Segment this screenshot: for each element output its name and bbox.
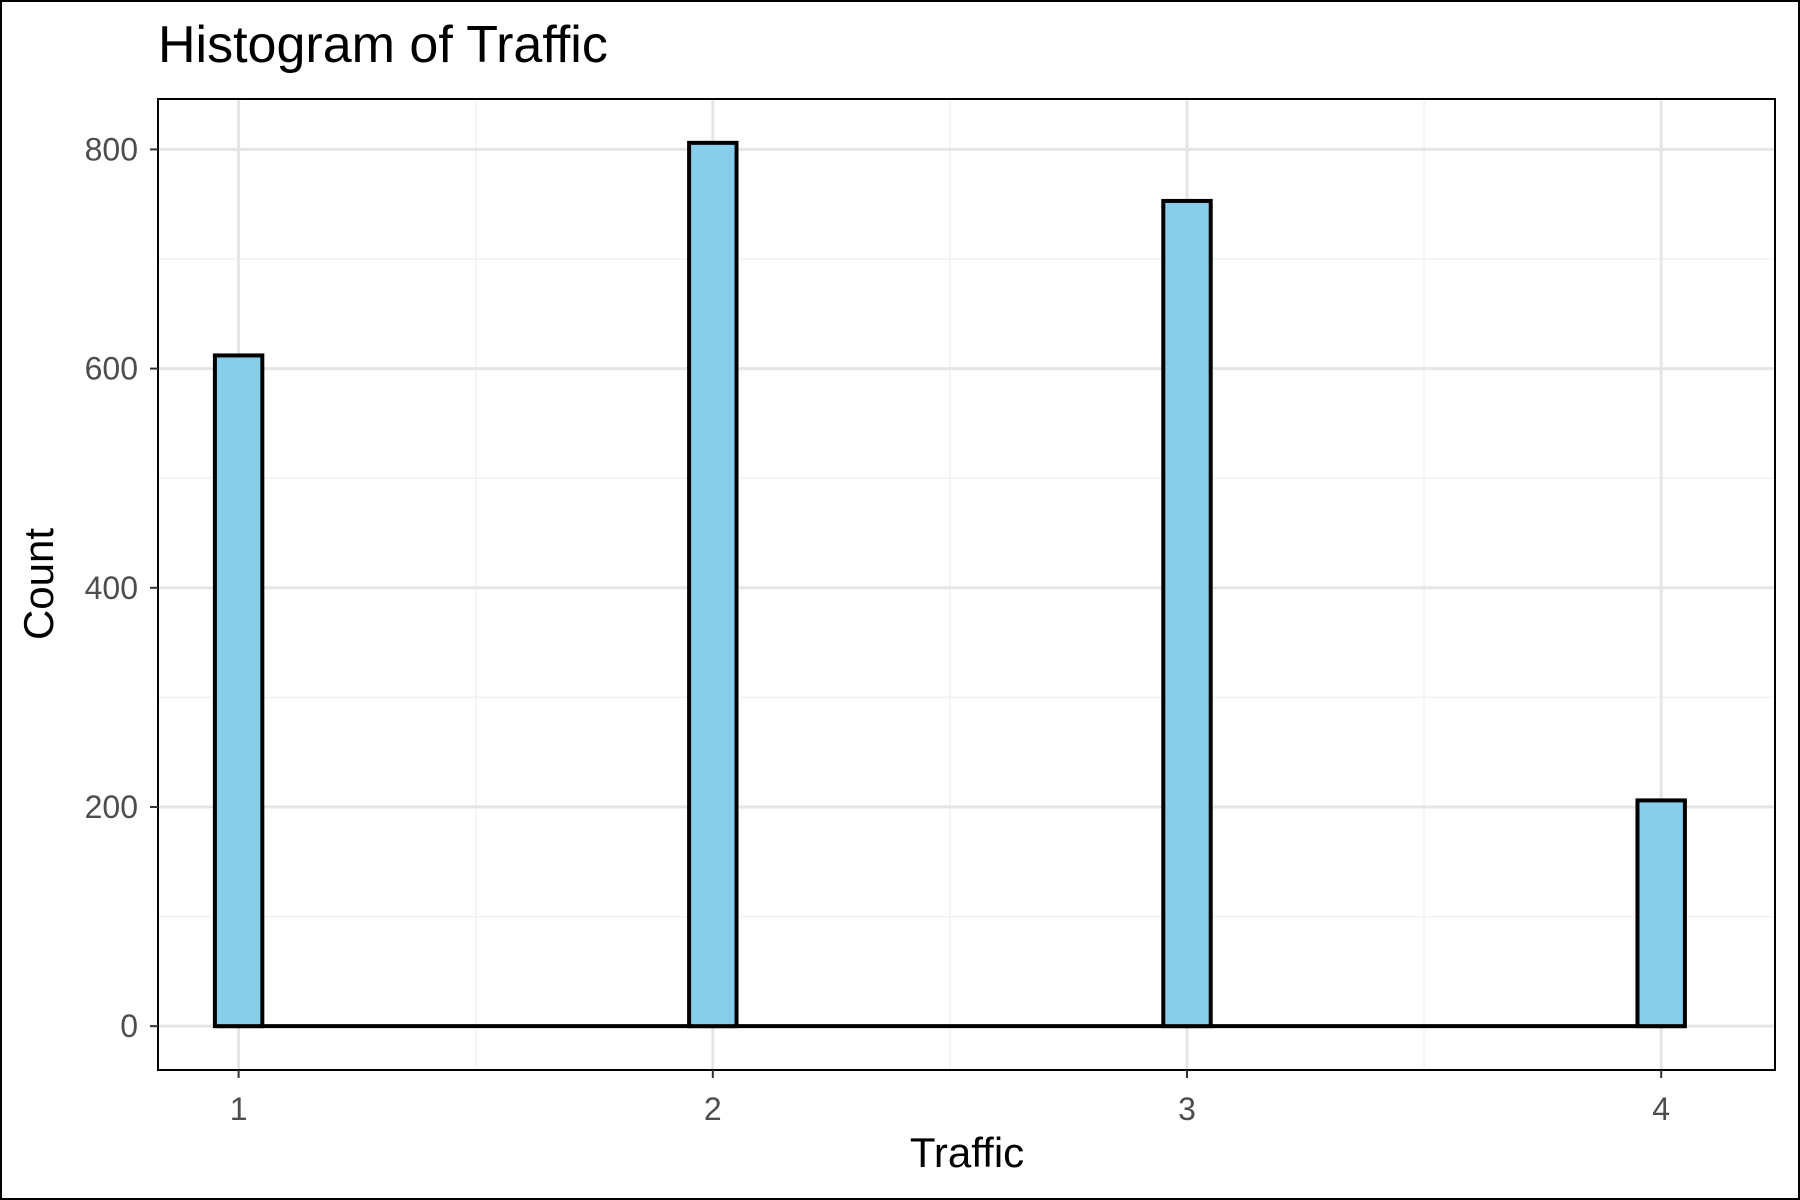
y-axis-title: Count bbox=[15, 528, 62, 640]
x-axis-title: Traffic bbox=[910, 1129, 1024, 1176]
y-tick-label: 0 bbox=[120, 1008, 138, 1044]
x-axis: 1 2 3 4 bbox=[230, 1070, 1670, 1127]
bars bbox=[212, 140, 1687, 1029]
y-tick-label: 600 bbox=[85, 351, 138, 387]
histogram-bar-4 bbox=[1635, 798, 1687, 1029]
panel-border bbox=[157, 98, 1776, 1071]
histogram-bar-3 bbox=[1161, 198, 1213, 1029]
histogram-bar-1 bbox=[212, 353, 265, 1029]
x-tick-label: 1 bbox=[230, 1091, 248, 1127]
y-axis: 0 200 400 600 800 bbox=[85, 131, 158, 1044]
plot-panel bbox=[157, 98, 1776, 1071]
x-tick-label: 4 bbox=[1652, 1091, 1670, 1127]
y-tick-label: 200 bbox=[85, 789, 138, 825]
y-tick-label: 400 bbox=[85, 570, 138, 606]
x-tick-label: 3 bbox=[1178, 1091, 1196, 1127]
histogram-bar-2 bbox=[687, 140, 739, 1029]
chart-title: Histogram of Traffic bbox=[158, 16, 608, 74]
y-tick-label: 800 bbox=[85, 131, 138, 167]
minor-gridlines bbox=[158, 99, 1775, 1070]
x-tick-label: 2 bbox=[704, 1091, 722, 1127]
